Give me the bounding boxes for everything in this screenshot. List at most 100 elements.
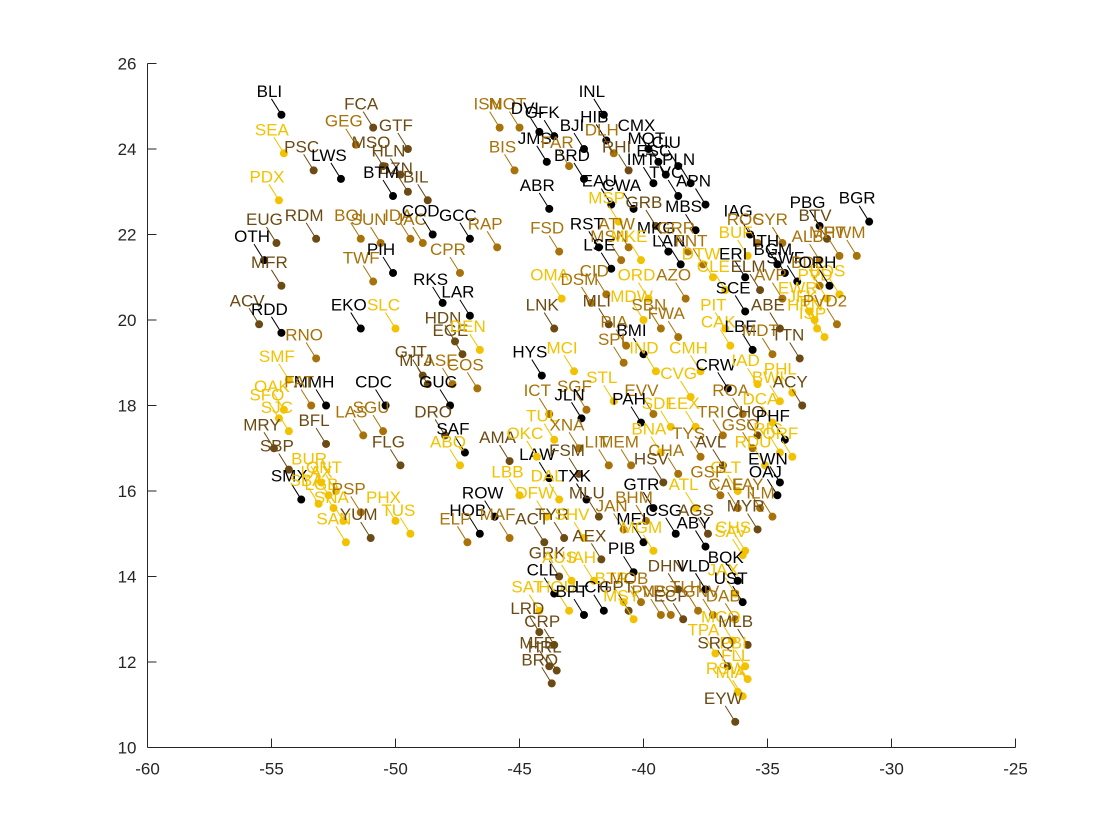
airport-point: PSC	[284, 137, 319, 175]
point-label: PHF	[756, 407, 790, 426]
point-marker	[307, 401, 316, 410]
point-label: MYR	[727, 496, 765, 515]
point-label: ROA	[712, 381, 750, 400]
point-label: ATW	[598, 214, 635, 233]
airport-point: EYW	[704, 689, 743, 726]
airport-point: MAF	[480, 505, 516, 543]
airport-point: ELP	[439, 509, 471, 547]
point-label: DVL	[511, 99, 544, 118]
airport-point: OAJ	[749, 462, 782, 500]
point-marker	[664, 247, 673, 256]
point-marker	[733, 504, 742, 513]
point-label: RIC	[753, 420, 782, 439]
airport-point: ESC	[636, 142, 671, 179]
point-label: FSD	[530, 219, 564, 238]
airport-point: GFK	[525, 103, 560, 141]
airport-point: PBI	[719, 633, 750, 671]
airport-point: FAT	[284, 373, 316, 410]
point-marker	[823, 294, 832, 303]
airport-point: LSE	[583, 236, 615, 273]
airport-point: JMS	[518, 129, 552, 166]
point-marker	[691, 504, 700, 513]
point-marker	[455, 461, 464, 470]
point-label: STL	[586, 368, 617, 387]
point-marker	[738, 410, 747, 419]
point-marker	[473, 384, 482, 393]
airport-point: BJI	[560, 116, 588, 153]
point-label: SAN	[316, 509, 351, 528]
point-marker	[701, 200, 710, 209]
point-label: ORF	[762, 424, 798, 443]
airport-point: SMX	[271, 467, 308, 504]
point-label: MHT	[809, 223, 846, 242]
point-label: GRB	[625, 193, 662, 212]
point-marker	[666, 422, 675, 431]
airport-point: BLI	[257, 82, 286, 119]
point-marker	[741, 307, 750, 316]
point-label: CWA	[602, 176, 642, 195]
airport-point: MLI	[583, 291, 613, 329]
point-marker	[738, 551, 747, 560]
airport-point: SBP	[260, 437, 294, 474]
airport-point: DSM	[561, 270, 598, 307]
airport-point: MLB	[718, 612, 753, 649]
point-marker	[614, 217, 623, 226]
point-label: MDW	[610, 287, 652, 306]
point-label: VLD	[677, 556, 710, 575]
point-marker	[656, 324, 665, 333]
point-label: IDA	[384, 206, 413, 225]
point-label: MCI	[546, 338, 577, 357]
point-label: IAG	[723, 202, 752, 221]
point-marker	[661, 170, 670, 179]
point-marker	[356, 324, 365, 333]
point-marker	[795, 354, 804, 363]
airport-point: PIT	[700, 296, 730, 333]
point-marker	[446, 401, 455, 410]
point-label: BRO	[521, 650, 558, 669]
airport-point: CHA	[648, 441, 685, 478]
point-marker	[761, 461, 770, 470]
point-marker	[674, 333, 683, 342]
airport-point: CDC	[355, 373, 392, 410]
airport-point: CLL	[527, 561, 559, 598]
airport-point: CRP	[524, 612, 560, 649]
airport-point: CAE	[708, 475, 743, 513]
point-label: PVD	[798, 266, 833, 285]
point-marker	[753, 239, 762, 248]
point-label: IAD	[731, 351, 759, 370]
point-label: GRK	[529, 544, 567, 563]
point-marker	[637, 598, 646, 607]
airport-point: BQK	[708, 548, 744, 585]
point-marker	[550, 435, 559, 444]
airport-point: GCC	[439, 206, 477, 243]
airport-point: ITH	[752, 231, 782, 269]
point-label: MFE	[519, 633, 555, 652]
airport-point: AVP	[754, 266, 787, 303]
point-label: OTH	[234, 227, 270, 246]
airport-point: BZN	[379, 159, 413, 196]
airport-point: SDF	[642, 394, 676, 431]
point-marker	[743, 251, 752, 260]
point-marker	[597, 555, 606, 564]
point-marker	[403, 145, 412, 153]
point-marker	[339, 516, 348, 525]
point-label: GSO	[722, 415, 760, 434]
point-marker	[619, 358, 628, 367]
point-marker	[557, 294, 566, 303]
point-label: BTR	[595, 569, 629, 588]
point-label: GSP	[690, 462, 726, 481]
point-marker	[589, 576, 598, 585]
point-label: CVG	[660, 364, 697, 383]
point-label: BIS	[489, 137, 516, 156]
point-marker	[825, 281, 834, 290]
airport-point: FAR	[541, 133, 574, 171]
point-label: PIA	[600, 313, 628, 332]
point-marker	[726, 341, 735, 350]
airport-point: SMF	[259, 347, 295, 384]
airport-point: JAC	[395, 210, 427, 248]
point-marker	[567, 576, 576, 585]
point-marker	[637, 256, 646, 265]
airport-point: BOS	[809, 261, 845, 299]
point-label: ROC	[727, 210, 765, 229]
